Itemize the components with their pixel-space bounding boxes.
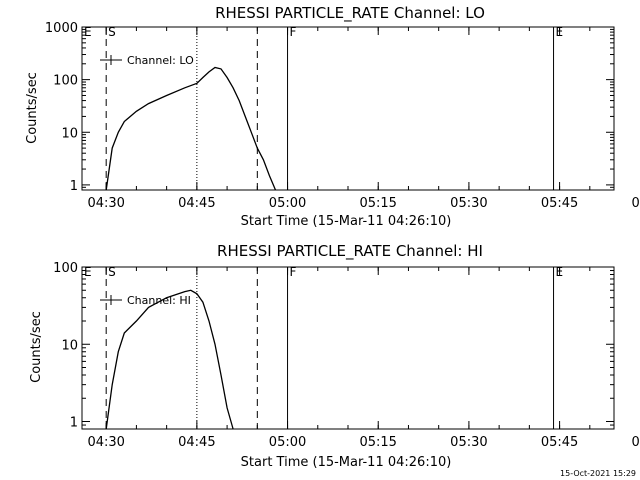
event-marker-label: F (290, 265, 297, 279)
chart-title: RHESSI PARTICLE_RATE Channel: HI (217, 242, 483, 261)
x-tick-label: 05:45 (541, 196, 578, 211)
x-tick-label: 04:30 (87, 196, 124, 211)
chart-panel-hi: RHESSI PARTICLE_RATE Channel: HI Counts/… (29, 242, 640, 470)
y-tick-label: 10 (61, 338, 78, 353)
event-marker-label: E (84, 25, 92, 39)
plot-frame (81, 26, 615, 191)
y-tick-label: 100 (53, 74, 78, 89)
timestamp-label: 15-Oct-2021 15:29 (560, 469, 636, 478)
series-line (105, 289, 234, 430)
event-marker-label: E (556, 25, 564, 39)
chart-panel-lo: RHESSI PARTICLE_RATE Channel: LO Counts/… (25, 4, 640, 229)
x-tick-label: 05:30 (450, 435, 487, 450)
chart-title: RHESSI PARTICLE_RATE Channel: LO (215, 4, 485, 23)
x-tick-label: 05:00 (269, 435, 306, 450)
x-tick-label: 04:45 (178, 435, 215, 450)
event-marker-label: E (556, 265, 564, 279)
event-marker-label: F (290, 25, 297, 39)
legend-label: Channel: LO (127, 54, 194, 67)
y-tick-label: 1 (70, 179, 78, 194)
y-tick-label: 1000 (45, 21, 78, 36)
legend-label: Channel: HI (127, 294, 191, 307)
y-axis-label: Counts/sec (25, 72, 40, 144)
x-axis-label: Start Time (15-Mar-11 04:26:10) (241, 455, 452, 470)
x-tick-label: 04:45 (178, 196, 215, 211)
event-marker-label: S (108, 265, 116, 279)
y-tick-label: 1 (70, 416, 78, 431)
x-tick-label: 05:30 (450, 196, 487, 211)
y-axis-label: Counts/sec (29, 311, 44, 383)
series-line (105, 66, 277, 191)
x-tick-label: 05:45 (541, 435, 578, 450)
y-tick-label: 100 (53, 261, 78, 276)
x-tick-label: 05:15 (359, 435, 396, 450)
y-tick-label: 10 (61, 126, 78, 141)
x-tick-label: 04:30 (87, 435, 124, 450)
x-tick-label: 06:00 (632, 196, 640, 211)
plot-frame (81, 266, 615, 430)
x-tick-label: 05:15 (359, 196, 396, 211)
x-axis-label: Start Time (15-Mar-11 04:26:10) (241, 214, 452, 229)
event-marker-label: E (84, 265, 92, 279)
event-marker-label: S (108, 25, 116, 39)
x-tick-label: 05:00 (269, 196, 306, 211)
x-tick-label: 06:00 (632, 435, 640, 450)
